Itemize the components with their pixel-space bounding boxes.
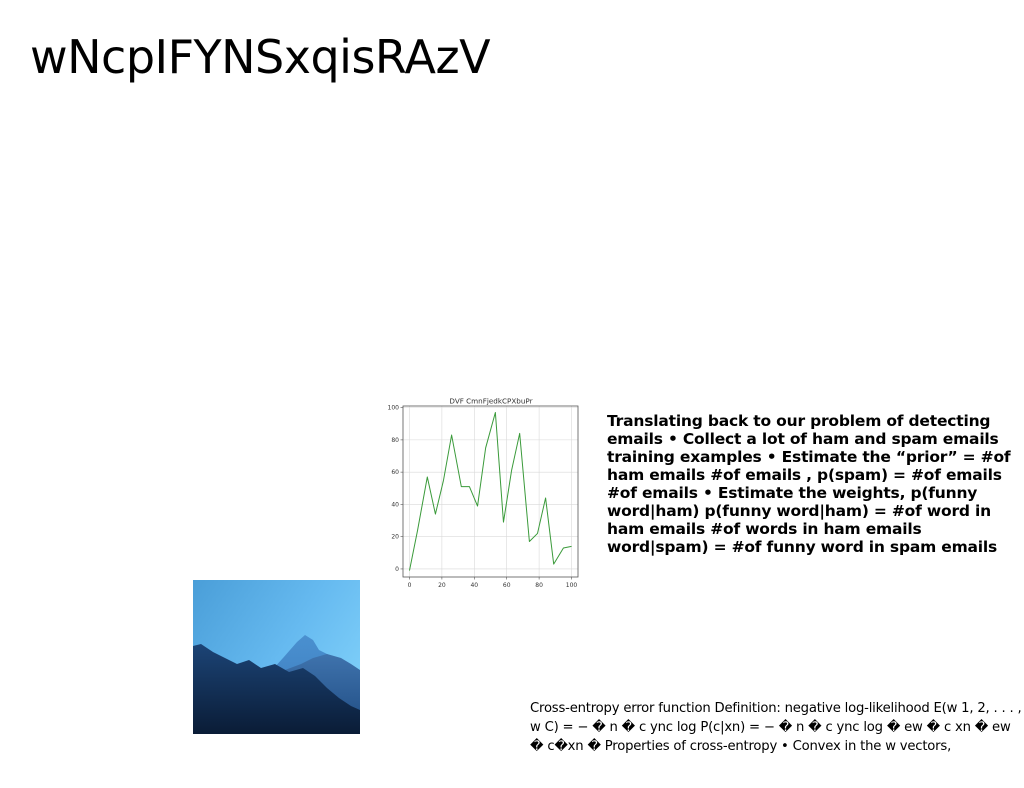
series-line <box>409 412 571 570</box>
y-tick-label: 60 <box>391 469 399 476</box>
y-tick-label: 40 <box>391 501 399 508</box>
chart-title: DVF CmnFjedkCPXbuPr <box>449 397 532 406</box>
x-tick-label: 80 <box>535 582 543 589</box>
x-tick-label: 100 <box>566 582 578 589</box>
x-tick-label: 40 <box>470 582 478 589</box>
chart-svg: DVF CmnFjedkCPXbuPr 0 20 40 60 80 100 0 20 40 60 8… <box>388 394 584 594</box>
y-tick-label: 20 <box>391 534 399 541</box>
x-tick-label: 60 <box>503 582 511 589</box>
body-text: Translating back to our problem of detec… <box>607 412 1024 556</box>
y-tick-label: 0 <box>395 566 399 573</box>
y-tick-label: 80 <box>391 437 399 444</box>
y-tick-label: 100 <box>388 405 399 412</box>
chart-ticks: 0 20 40 60 80 100 0 20 40 60 80 100 <box>388 405 577 589</box>
mountain-landscape-image <box>193 580 360 734</box>
line-chart: DVF CmnFjedkCPXbuPr 0 20 40 60 80 100 0 20 40 60 8… <box>388 394 584 594</box>
slide-title: wNcpIFYNSxqisRAzV <box>30 30 490 85</box>
chart-series <box>409 412 571 570</box>
x-tick-label: 0 <box>408 582 412 589</box>
x-tick-label: 20 <box>438 582 446 589</box>
footer-text: Cross-entropy error function Definition:… <box>530 699 1024 756</box>
